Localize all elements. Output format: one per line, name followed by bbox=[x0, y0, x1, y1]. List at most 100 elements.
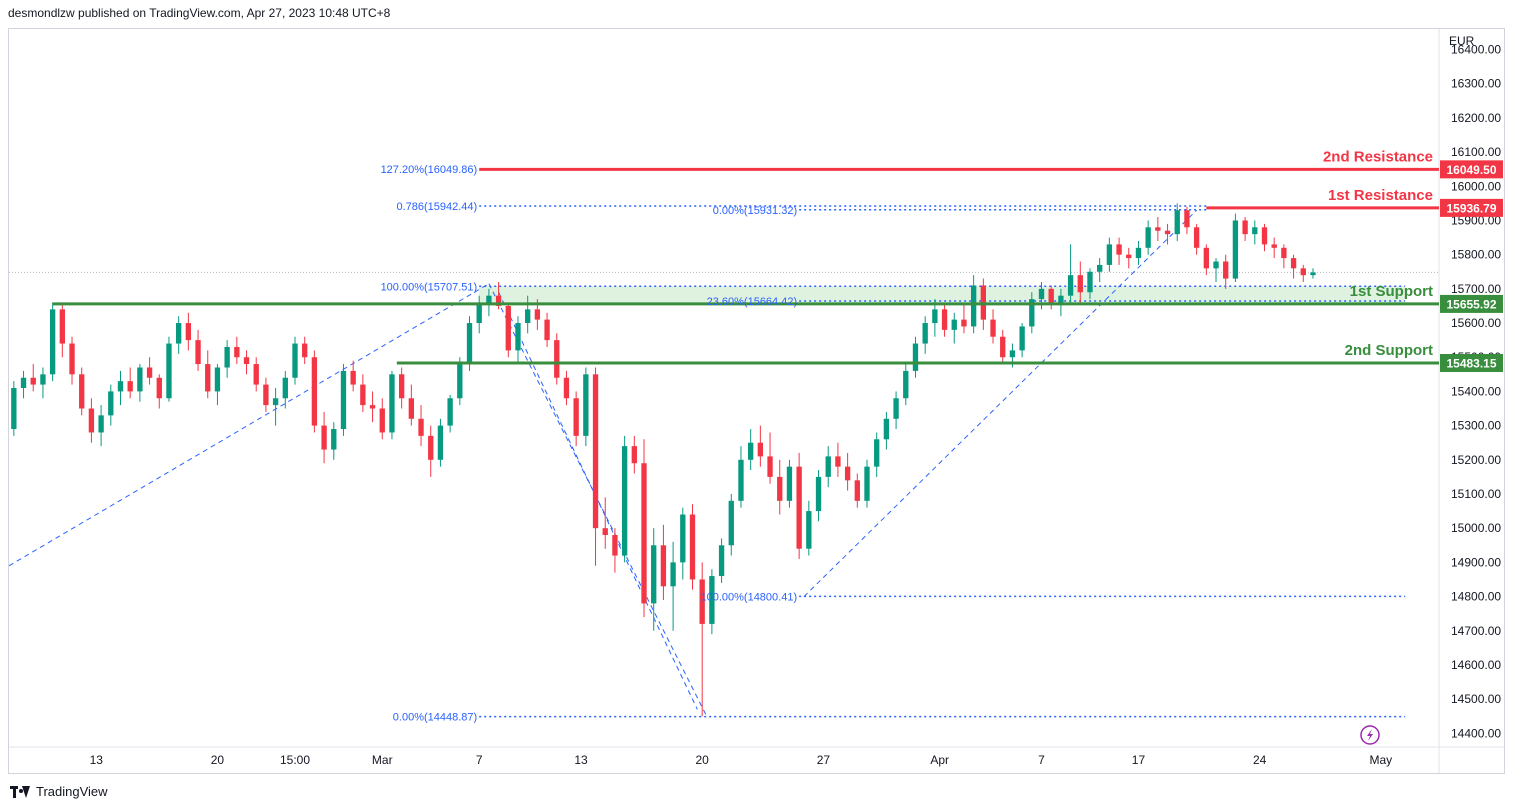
candle bbox=[1029, 292, 1035, 334]
candle-body bbox=[234, 346, 240, 358]
candle-body bbox=[525, 309, 531, 324]
candle-body bbox=[146, 367, 153, 378]
chart-frame[interactable]: 2nd Resistance 1st Resistance 1st Support 2… bbox=[8, 28, 1505, 774]
candle-body bbox=[292, 343, 298, 378]
candle bbox=[253, 357, 259, 392]
candle-body bbox=[49, 309, 56, 375]
candle bbox=[912, 336, 919, 378]
candle bbox=[1300, 264, 1306, 283]
fib-label: 0.00%(15931.32) bbox=[713, 205, 797, 217]
candle bbox=[699, 562, 705, 717]
candle-body bbox=[893, 398, 899, 419]
candle-body bbox=[311, 357, 318, 426]
candle-body bbox=[1281, 247, 1287, 259]
candle-body bbox=[1271, 244, 1277, 248]
candle-body bbox=[903, 370, 909, 399]
fib-label: 127.20%(16049.86) bbox=[381, 164, 478, 176]
candle bbox=[11, 381, 17, 436]
candle bbox=[660, 524, 667, 600]
candle-body bbox=[340, 370, 347, 430]
candle bbox=[205, 350, 211, 399]
candle bbox=[757, 425, 764, 467]
candle-body bbox=[922, 323, 928, 344]
candle-body bbox=[651, 545, 657, 604]
candle-body bbox=[476, 302, 482, 324]
candle bbox=[1213, 258, 1219, 283]
candle bbox=[825, 446, 831, 488]
y-tick-label: 15400.00 bbox=[1451, 384, 1501, 398]
candle-body bbox=[621, 446, 628, 556]
y-tick-label: 16400.00 bbox=[1451, 43, 1501, 57]
candle-body bbox=[757, 442, 764, 457]
candle-body bbox=[583, 374, 589, 436]
candle-body bbox=[30, 377, 36, 385]
candle bbox=[1184, 206, 1190, 235]
candle-body bbox=[1223, 261, 1229, 279]
candle bbox=[292, 336, 298, 385]
candle-body bbox=[1261, 227, 1268, 245]
candle-body bbox=[379, 408, 385, 433]
candle bbox=[40, 367, 46, 399]
candle-body bbox=[495, 295, 502, 306]
candle bbox=[515, 316, 521, 365]
candle-body bbox=[689, 514, 696, 580]
candle bbox=[234, 336, 240, 365]
candle-body bbox=[718, 545, 725, 577]
candle-body bbox=[912, 343, 919, 371]
candle bbox=[389, 370, 395, 440]
candle-body bbox=[951, 319, 957, 330]
candle bbox=[1174, 203, 1180, 241]
candle-body bbox=[970, 285, 977, 327]
candle bbox=[1242, 217, 1248, 241]
y-tick-label: 15700.00 bbox=[1451, 282, 1501, 296]
lightning-bolt bbox=[1367, 729, 1373, 741]
candle-body bbox=[486, 295, 492, 303]
candle-body bbox=[185, 323, 192, 341]
candle bbox=[631, 435, 637, 474]
publisher-header: desmondlzw published on TradingView.com,… bbox=[8, 6, 391, 20]
candle bbox=[302, 336, 308, 365]
fib-label: 0.786(15942.44) bbox=[396, 201, 477, 213]
candle-body bbox=[1290, 258, 1297, 269]
level-price-value: 15936.79 bbox=[1446, 201, 1496, 215]
candle-body bbox=[1009, 350, 1016, 358]
candle-body bbox=[447, 398, 453, 426]
candle bbox=[1087, 268, 1093, 300]
price-chart[interactable]: 2nd Resistance 1st Resistance 1st Support 2… bbox=[9, 29, 1504, 773]
candle-body bbox=[408, 398, 415, 419]
candle bbox=[1000, 329, 1006, 365]
candle bbox=[49, 302, 56, 382]
brand-name: TradingView bbox=[36, 784, 108, 799]
candle-body bbox=[1193, 227, 1200, 248]
y-tick-label: 14700.00 bbox=[1451, 624, 1501, 638]
fib-label: 100.00%(14800.41) bbox=[700, 591, 797, 603]
candle bbox=[1077, 261, 1083, 303]
candle bbox=[1126, 247, 1132, 269]
candle-body bbox=[961, 319, 967, 327]
candle-body bbox=[573, 398, 579, 436]
candle-body bbox=[1126, 254, 1132, 259]
candle-body bbox=[108, 391, 114, 416]
candle-body bbox=[1048, 288, 1054, 303]
candle-body bbox=[69, 343, 75, 375]
candle bbox=[428, 425, 434, 477]
candle bbox=[602, 497, 608, 549]
candle-body bbox=[602, 528, 608, 536]
y-tick-label: 15900.00 bbox=[1451, 213, 1501, 227]
level-price-tag bbox=[1440, 294, 1503, 313]
candle bbox=[563, 370, 570, 406]
x-tick-label: 20 bbox=[211, 753, 225, 767]
candle bbox=[1106, 237, 1113, 272]
candle-body bbox=[554, 340, 560, 378]
fib-label: 23.60%(15664.42) bbox=[707, 296, 798, 308]
candle-body bbox=[796, 466, 802, 549]
candle bbox=[592, 367, 599, 566]
level-label: 2nd Resistance bbox=[1323, 148, 1433, 165]
candle-body bbox=[88, 408, 95, 433]
candle bbox=[796, 452, 802, 559]
candle-body bbox=[1310, 272, 1316, 276]
candle-body bbox=[205, 364, 211, 392]
candle-body bbox=[544, 319, 550, 341]
candle bbox=[146, 357, 153, 385]
candle-body bbox=[680, 514, 686, 563]
